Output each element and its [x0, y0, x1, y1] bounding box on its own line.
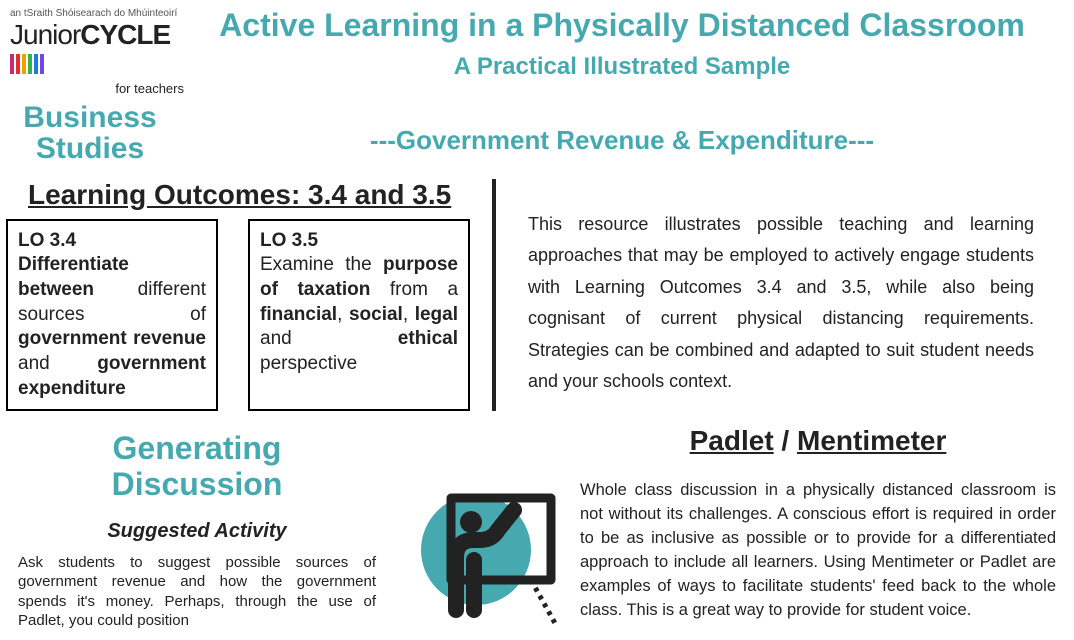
padlet-title: Padlet / Mentimeter: [580, 425, 1056, 457]
subject-title: BusinessStudies: [10, 102, 170, 165]
teacher-icon-col: [376, 425, 576, 630]
logo-for-teachers: for teachers: [10, 81, 190, 96]
lo-35-box: LO 3.5 Examine the purpose of taxation f…: [248, 219, 470, 412]
lo-35-number: LO 3.5: [260, 230, 318, 251]
lo-heading: Learning Outcomes: 3.4 and 3.5: [28, 179, 476, 211]
lo-34-box: LO 3.4 Differentiate between different s…: [6, 219, 218, 412]
title-block: Active Learning in a Physically Distance…: [190, 8, 1064, 156]
header: an tSraith Shóisearach do Mhúinteoirí Ju…: [0, 0, 1074, 165]
learning-outcomes-col: Learning Outcomes: 3.4 and 3.5 LO 3.4 Di…: [6, 179, 496, 412]
bottom-row: Generating Discussion Suggested Activity…: [0, 411, 1074, 630]
page-subtitle: A Practical Illustrated Sample: [190, 53, 1054, 81]
suggested-activity-heading: Suggested Activity: [18, 520, 376, 543]
generating-discussion-title: Generating Discussion: [18, 431, 376, 501]
padlet-separator: /: [774, 425, 797, 456]
padlet-link[interactable]: Padlet: [690, 425, 774, 456]
gen-line2: Discussion: [112, 466, 283, 502]
generating-discussion-col: Generating Discussion Suggested Activity…: [18, 425, 376, 630]
lo-34-text: Differentiate between different sources …: [18, 254, 206, 398]
lo-35-text: Examine the purpose of taxation from a f…: [260, 254, 458, 374]
learning-outcomes-row: Learning Outcomes: 3.4 and 3.5 LO 3.4 Di…: [0, 165, 1074, 412]
padlet-body: Whole class discussion in a physically d…: [580, 479, 1056, 623]
teacher-presenting-icon: [396, 480, 576, 640]
suggested-activity-body: Ask students to suggest possible sources…: [18, 553, 376, 631]
page-title: Active Learning in a Physically Distance…: [190, 8, 1054, 43]
logo-main: JuniorCYCLE: [10, 21, 190, 79]
gen-line1: Generating: [113, 430, 282, 466]
intro-paragraph: This resource illustrates possible teach…: [496, 179, 1056, 412]
logo-bars: [10, 51, 46, 79]
logo-irish-text: an tSraith Shóisearach do Mhúinteoirí: [10, 8, 190, 19]
logo-block: an tSraith Shóisearach do Mhúinteoirí Ju…: [10, 8, 190, 165]
page-topic: ---Government Revenue & Expenditure---: [190, 125, 1054, 156]
logo-junior: Junior: [10, 19, 80, 50]
logo-cycle: CYCLE: [80, 19, 170, 50]
lo-34-number: LO 3.4: [18, 230, 76, 251]
mentimeter-link[interactable]: Mentimeter: [797, 425, 946, 456]
lo-boxes: LO 3.4 Differentiate between different s…: [6, 219, 476, 412]
padlet-col: Padlet / Mentimeter Whole class discussi…: [576, 425, 1056, 630]
